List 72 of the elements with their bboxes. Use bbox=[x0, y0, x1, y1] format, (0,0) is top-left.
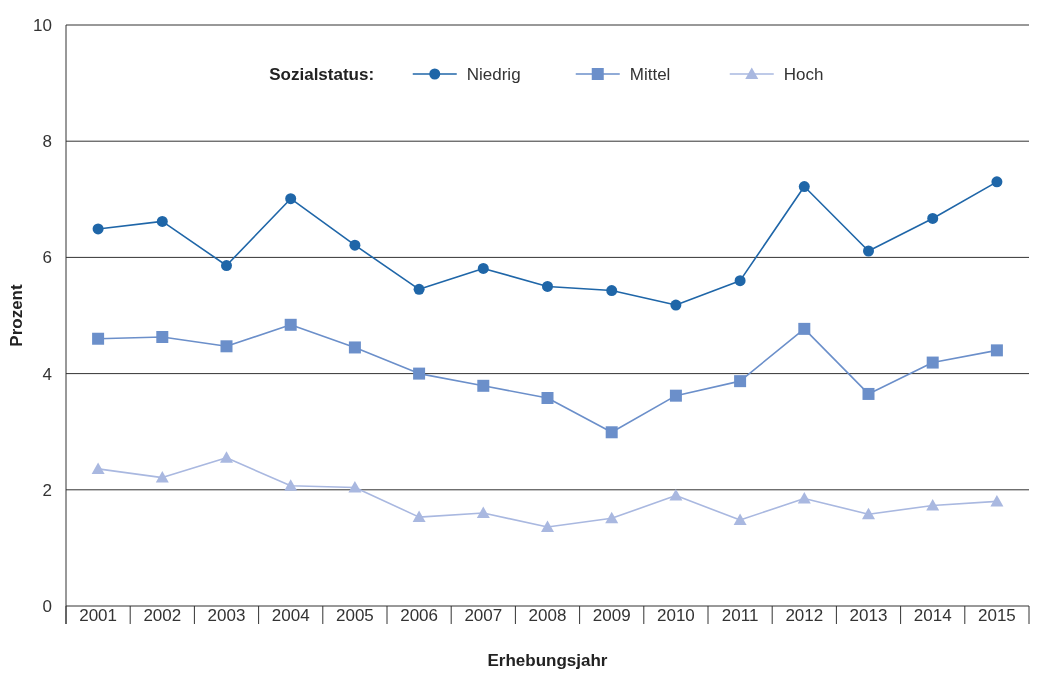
point bbox=[348, 480, 362, 493]
x-tick-label: 2014 bbox=[913, 606, 952, 625]
y-tick-label: 8 bbox=[42, 132, 52, 152]
y-tick-label: 6 bbox=[42, 248, 52, 268]
x-tick-label: 2001 bbox=[79, 606, 118, 625]
point bbox=[221, 260, 232, 272]
point bbox=[92, 332, 105, 345]
y-axis-title: Prozent bbox=[7, 283, 26, 347]
x-tick-label: 2003 bbox=[207, 606, 246, 625]
legend-label: Hoch bbox=[783, 64, 824, 84]
point bbox=[476, 506, 490, 519]
x-tick-label: 2008 bbox=[528, 606, 567, 625]
point bbox=[606, 285, 618, 297]
point bbox=[734, 275, 746, 287]
point bbox=[605, 426, 618, 439]
point bbox=[990, 494, 1004, 507]
y-tick-label: 0 bbox=[42, 596, 52, 616]
point bbox=[412, 510, 426, 523]
point bbox=[413, 283, 425, 295]
point bbox=[991, 176, 1003, 188]
point bbox=[926, 356, 939, 369]
point bbox=[733, 513, 747, 526]
point bbox=[413, 367, 426, 380]
point bbox=[669, 389, 682, 402]
point bbox=[927, 212, 939, 224]
point bbox=[926, 498, 940, 511]
point bbox=[798, 322, 811, 335]
point bbox=[670, 299, 682, 311]
y-tick-label: 4 bbox=[42, 364, 52, 384]
point bbox=[220, 340, 233, 353]
point bbox=[284, 318, 297, 331]
point bbox=[155, 471, 169, 483]
x-tick-label: 2012 bbox=[785, 606, 824, 625]
point bbox=[669, 489, 683, 501]
point bbox=[734, 375, 747, 388]
x-tick-label: 2013 bbox=[849, 606, 888, 625]
x-tick-label: 2007 bbox=[464, 606, 503, 625]
point bbox=[798, 181, 810, 193]
point bbox=[349, 239, 361, 251]
point bbox=[862, 387, 875, 400]
point bbox=[541, 392, 554, 404]
point bbox=[348, 341, 361, 354]
legend-label: Niedrig bbox=[466, 64, 521, 84]
point bbox=[542, 280, 553, 292]
point bbox=[797, 492, 811, 504]
y-tick-label: 10 bbox=[33, 15, 52, 35]
point bbox=[156, 331, 169, 343]
point bbox=[220, 451, 233, 463]
point bbox=[863, 245, 874, 257]
x-tick-label: 2010 bbox=[656, 606, 695, 625]
point bbox=[91, 462, 105, 474]
point bbox=[862, 507, 875, 520]
point bbox=[477, 262, 489, 274]
point bbox=[284, 479, 298, 491]
y-tick-label: 2 bbox=[42, 480, 52, 500]
point bbox=[990, 344, 1003, 357]
x-tick-label: 2015 bbox=[977, 606, 1016, 625]
x-tick-label: 2006 bbox=[400, 606, 439, 625]
x-tick-label: 2002 bbox=[143, 606, 182, 625]
point bbox=[285, 193, 297, 205]
x-axis-title: Erhebungsjahr bbox=[487, 651, 608, 670]
legend-title: Sozialstatus: bbox=[269, 64, 375, 84]
legend-label: Mittel bbox=[629, 64, 671, 84]
x-tick-label: 2011 bbox=[721, 606, 759, 625]
point bbox=[605, 511, 619, 524]
point bbox=[92, 223, 104, 235]
point bbox=[477, 379, 490, 392]
point bbox=[541, 520, 554, 532]
x-tick-label: 2005 bbox=[335, 606, 374, 625]
x-tick-label: 2009 bbox=[592, 606, 631, 625]
point bbox=[156, 215, 168, 227]
x-tick-label: 2004 bbox=[271, 606, 310, 625]
